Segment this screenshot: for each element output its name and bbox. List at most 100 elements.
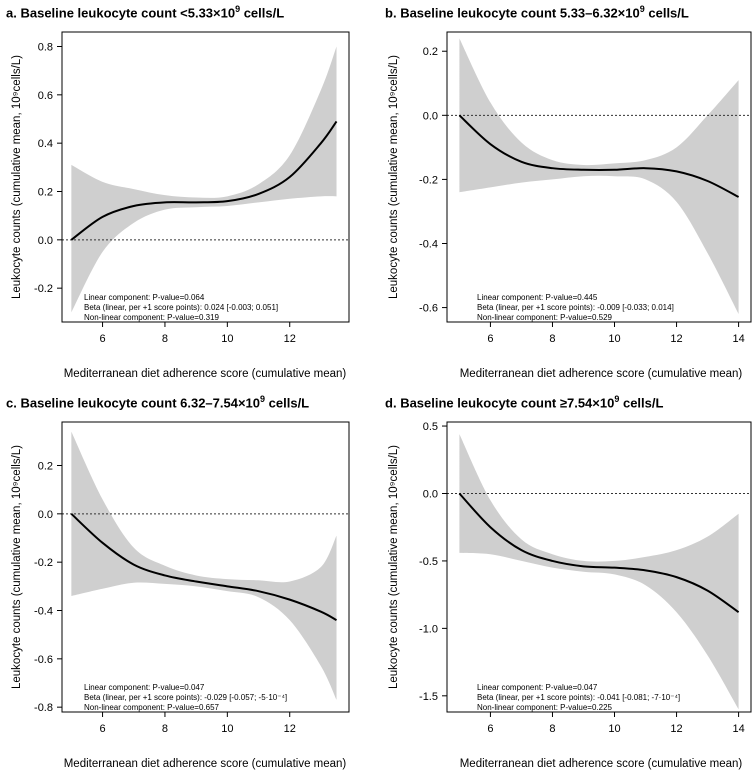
title-text: Baseline leukocyte count <5.33×10 [20, 5, 236, 21]
confidence-band-group [459, 38, 739, 314]
y-tick-label: 0.0 [38, 509, 53, 521]
confidence-band [71, 46, 337, 313]
chart-svg: 6 8 10 12 14 -0.6 -0.4 -0.2 0.0 0.2 Linear compo… [388, 31, 752, 380]
x-axis-label: Mediterranean diet adherence score (cumu… [460, 368, 743, 380]
plot-frame [446, 421, 752, 713]
y-tick-label: 0.8 [38, 42, 53, 54]
y-tick-label: -0.4 [34, 606, 53, 618]
stat-beta: Beta (linear, per +1 score points): 0.02… [84, 303, 278, 312]
y-tick-label: -0.6 [34, 654, 53, 666]
y-tick-label: 0.4 [38, 138, 53, 150]
y-axis-ticks: -0.6 -0.4 -0.2 0.0 0.2 [419, 46, 447, 315]
stat-nonlinear-p: Non-linear component: P-value=0.657 [84, 703, 220, 712]
x-tick-label: 10 [608, 333, 620, 345]
confidence-band-group [71, 46, 337, 313]
stat-beta: Beta (linear, per +1 score points): -0.0… [84, 693, 287, 702]
x-tick-label: 8 [162, 333, 168, 345]
x-tick-label: 8 [549, 333, 555, 345]
y-tick-label: 0.5 [423, 421, 438, 433]
x-axis-ticks: 6 8 10 12 [99, 322, 296, 345]
x-axis-label: Mediterranean diet adherence score (cumu… [460, 758, 743, 770]
y-tick-label: 0.0 [38, 235, 53, 247]
x-tick-label: 12 [284, 723, 296, 735]
x-tick-label: 10 [221, 723, 233, 735]
x-axis-label: Mediterranean diet adherence score (cumu… [64, 758, 347, 770]
title-text: Baseline leukocyte count 6.32–7.54×10 [20, 395, 261, 411]
y-tick-label: -0.6 [419, 303, 438, 315]
y-axis-label: Leukocyte counts (cumulative mean, 10⁹ce… [11, 55, 23, 299]
fit-line [458, 492, 740, 614]
panel-label: a. [6, 5, 17, 21]
y-axis-ticks: -0.2 0.0 0.2 0.4 0.6 0.8 [34, 42, 62, 295]
fit-line-group [458, 114, 740, 198]
panel-title: a. Baseline leukocyte count <5.33×109 ce… [6, 4, 284, 20]
fit-line [70, 513, 338, 622]
x-axis-label: Mediterranean diet adherence score (cumu… [64, 368, 347, 380]
stat-nonlinear-p: Non-linear component: P-value=0.225 [477, 703, 613, 712]
stat-beta: Beta (linear, per +1 score points): -0.0… [477, 693, 680, 702]
y-tick-label: -1.5 [419, 691, 438, 703]
y-tick-label: -0.2 [34, 557, 53, 569]
y-axis-label: Leukocyte counts (cumulative mean, 10⁹ce… [388, 55, 400, 299]
panel-title: d. Baseline leukocyte count ≥7.54×109 ce… [385, 394, 663, 410]
y-tick-label: -0.2 [419, 174, 438, 186]
x-tick-label: 8 [549, 723, 555, 735]
panel-label: b. [385, 5, 397, 21]
x-tick-label: 14 [732, 333, 744, 345]
y-axis-ticks: -0.8 -0.6 -0.4 -0.2 0.0 0.2 [34, 461, 62, 714]
y-axis-label: Leukocyte counts (cumulative mean, 10⁹ce… [11, 445, 23, 689]
panel-title: c. Baseline leukocyte count 6.32–7.54×10… [6, 394, 309, 410]
x-axis-ticks: 6 8 10 12 [99, 712, 296, 735]
y-axis-ticks: -1.5 -1.0 -0.5 0.0 0.5 [419, 421, 447, 703]
x-tick-label: 6 [99, 723, 105, 735]
y-tick-label: -1.0 [419, 623, 438, 635]
stat-linear-p: Linear component: P-value=0.047 [477, 683, 598, 692]
x-tick-label: 12 [284, 333, 296, 345]
y-tick-label: 0.6 [38, 90, 53, 102]
title-unit: cells/L [240, 5, 285, 21]
chart-svg: 6 8 10 12 -0.8 -0.6 -0.4 -0.2 0.0 0.2 Linear com… [11, 421, 350, 770]
x-tick-label: 10 [221, 333, 233, 345]
y-tick-label: 0.2 [38, 187, 53, 199]
fit-line-group [70, 120, 338, 241]
title-text: Baseline leukocyte count 5.33–6.32×10 [400, 5, 640, 21]
stat-nonlinear-p: Non-linear component: P-value=0.319 [84, 313, 220, 322]
y-tick-label: -0.2 [34, 283, 53, 295]
title-superscript: 9 [260, 394, 266, 404]
panel-d: d. Baseline leukocyte count ≥7.54×109 ce… [377, 390, 754, 780]
y-tick-label: 0.0 [423, 110, 438, 122]
fit-line [70, 120, 338, 241]
panel-b: b. Baseline leukocyte count 5.33–6.32×10… [377, 0, 754, 390]
stat-linear-p: Linear component: P-value=0.064 [84, 293, 205, 302]
title-superscript: 9 [235, 4, 241, 14]
stat-nonlinear-p: Non-linear component: P-value=0.529 [477, 313, 613, 322]
y-axis-label: Leukocyte counts (cumulative mean, 10⁹ce… [388, 445, 400, 689]
chart-svg: 6 8 10 12 14 -1.5 -1.0 -0.5 0.0 0.5 Linear compo… [388, 421, 752, 770]
plot-frame [61, 421, 350, 713]
x-axis-ticks: 6 8 10 12 14 [487, 322, 745, 345]
panel-label: d. [385, 395, 397, 411]
confidence-band [71, 431, 337, 700]
plot-frame [61, 31, 350, 323]
title-unit: cells/L [265, 395, 310, 411]
fit-line-group [458, 492, 740, 614]
x-tick-label: 14 [732, 723, 744, 735]
x-tick-label: 6 [487, 333, 493, 345]
x-tick-label: 12 [670, 723, 682, 735]
x-axis-ticks: 6 8 10 12 14 [487, 712, 745, 735]
x-tick-label: 8 [162, 723, 168, 735]
y-tick-label: -0.8 [34, 702, 53, 714]
panel-title: b. Baseline leukocyte count 5.33–6.32×10… [385, 4, 689, 20]
stat-linear-p: Linear component: P-value=0.047 [84, 683, 205, 692]
plot-frame [446, 31, 752, 323]
confidence-band-group [459, 434, 739, 710]
y-tick-label: 0.2 [38, 461, 53, 473]
stat-beta: Beta (linear, per +1 score points): -0.0… [477, 303, 674, 312]
confidence-band [459, 434, 739, 710]
stat-linear-p: Linear component: P-value=0.445 [477, 293, 598, 302]
title-superscript: 9 [639, 4, 645, 14]
panel-a: a. Baseline leukocyte count <5.33×109 ce… [0, 0, 377, 390]
confidence-band-group [71, 431, 337, 700]
y-tick-label: -0.5 [419, 556, 438, 568]
x-tick-label: 10 [608, 723, 620, 735]
